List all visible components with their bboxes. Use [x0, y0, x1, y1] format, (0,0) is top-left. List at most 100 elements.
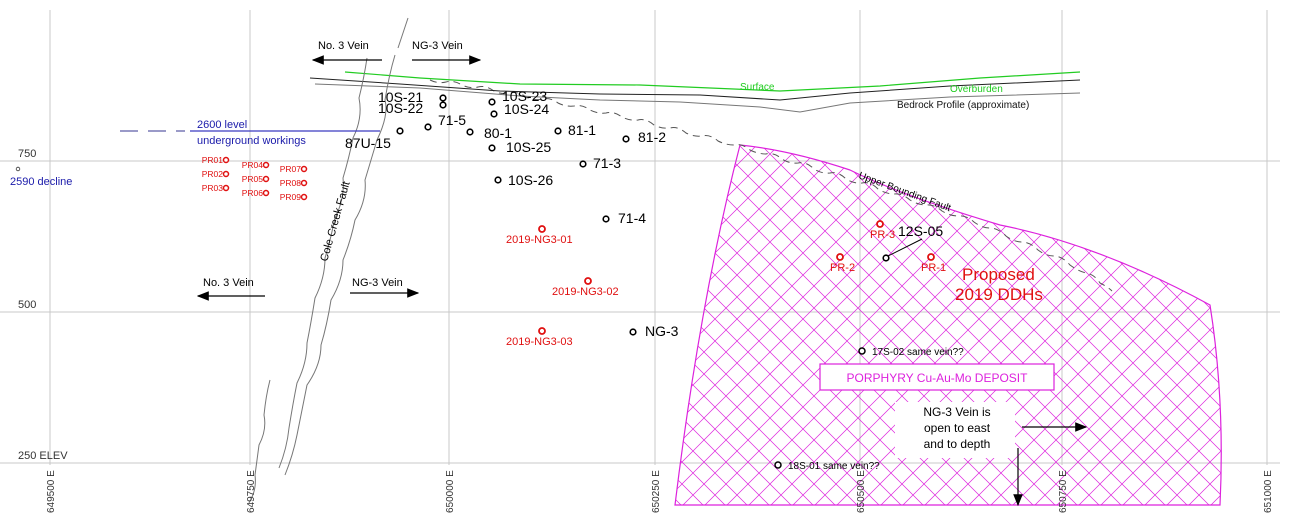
drill-hole-label: 81-2: [638, 129, 666, 145]
proposed-hole-label: PR-3: [870, 229, 895, 241]
drill-hole-label: 80-1: [484, 125, 512, 141]
elevation-label-500: 500: [18, 299, 36, 311]
drill-hole-label: 12S-05: [898, 223, 943, 239]
drill-hole-marker: [439, 94, 447, 102]
easting-label: 650000 E: [445, 470, 456, 513]
decline-marker: [15, 166, 21, 172]
mid-no3-vein-label: No. 3 Vein: [203, 277, 254, 289]
pr-hole-marker: [300, 193, 308, 201]
proposed-label-line1: Proposed: [962, 265, 1035, 284]
elevation-label-250: 250 ELEV: [18, 450, 68, 462]
drill-hole-label: 10S-22: [378, 100, 423, 116]
proposed-hole: 2019-NG3-01: [506, 225, 573, 246]
drill-hole-label: NG-3: [645, 323, 679, 339]
proposed-label-line2: 2019 DDHs: [955, 285, 1043, 304]
drill-hole: 81-1: [554, 122, 596, 138]
drill-hole: NG-3: [629, 323, 679, 339]
drill-hole-marker: [490, 110, 498, 118]
proposed-hole: PR-2: [830, 253, 855, 274]
surface-line: [344, 71, 1081, 92]
17s-02-marker: [858, 347, 866, 355]
drill-hole: 81-2: [622, 129, 666, 145]
drill-hole-label: 10S-25: [506, 139, 551, 155]
drill-hole: 87U-15: [345, 127, 404, 151]
upper-bounding-fault-line: [429, 79, 1113, 292]
18s-01-marker: [774, 461, 782, 469]
drill-hole: 10S-25: [488, 139, 551, 155]
elevation-label-750: 750: [18, 148, 36, 160]
drill-hole-marker: [424, 123, 432, 131]
level-2600-label: 2600 level: [197, 119, 247, 131]
pr-hole-label: PR02: [202, 169, 224, 179]
drill-hole-label: 81-1: [568, 122, 596, 138]
pr-hole-marker: [300, 179, 308, 187]
pr-hole-marker: [300, 165, 308, 173]
12s-05-leader-line: [887, 238, 923, 257]
pr-hole-label: PR06: [242, 188, 264, 198]
proposed-hole: 2019-NG3-02: [552, 277, 619, 298]
drill-hole-marker: [439, 101, 447, 109]
drill-hole-marker: [622, 135, 630, 143]
drill-hole: 10S-26: [494, 172, 553, 188]
proposed-hole-label: PR-1: [921, 262, 946, 274]
pr-hole-label: PR08: [280, 178, 302, 188]
drill-hole-marker: [579, 160, 587, 168]
drill-hole-marker: [882, 254, 890, 262]
drill-hole-label: 10S-23: [502, 88, 547, 104]
proposed-hole-marker: [927, 253, 935, 261]
easting-label: 650750 E: [1058, 470, 1069, 513]
drill-hole: 71-3: [579, 155, 621, 171]
easting-label: 650250 E: [651, 470, 662, 513]
drill-hole-label: 10S-26: [508, 172, 553, 188]
drill-hole-label: 10S-21: [378, 89, 423, 105]
pr-drill-holes: PR01 PR02 PR03 PR04 PR05 PR06 PR07 PR08 PR09: [202, 155, 308, 202]
mid-ng3-vein-label: NG-3 Vein: [352, 277, 403, 289]
drill-hole: 71-5: [424, 112, 466, 131]
easting-labels: 649500 E 649750 E 650000 E 650250 E 650500 E…: [46, 470, 1274, 513]
pr-hole-label: PR09: [280, 192, 302, 202]
drill-hole: 10S-24: [490, 101, 549, 118]
open-note-line1: NG-3 Vein is: [923, 405, 990, 419]
drill-hole-label: 71-5: [438, 112, 466, 128]
open-note-box: [895, 402, 1015, 458]
proposed-hole-label: PR-2: [830, 262, 855, 274]
bedrock-label: Bedrock Profile (approximate): [897, 100, 1029, 111]
pr-hole-marker: [222, 156, 230, 164]
proposed-hole: PR-1: [921, 253, 946, 274]
pr-hole: PR06: [242, 188, 270, 198]
open-note-line3: and to depth: [924, 437, 991, 451]
drill-hole-marker: [488, 98, 496, 106]
proposed-hole-marker: [538, 327, 546, 335]
18s-01-note: 18S-01 same vein??: [788, 461, 880, 472]
pr-hole-label: PR01: [202, 155, 224, 165]
bedrock-profile: [314, 83, 1081, 113]
drill-hole-marker: [466, 128, 474, 136]
pr-hole-marker: [222, 170, 230, 178]
pr-hole-marker: [262, 175, 270, 183]
top-no3-vein-label: No. 3 Vein: [318, 40, 369, 52]
drill-hole-marker: [629, 328, 637, 336]
proposed-hole: PR-3: [870, 220, 895, 241]
drill-hole-label: 71-4: [618, 210, 646, 226]
cole-creek-fault-label: Cole Creek Fault: [318, 180, 352, 263]
drill-hole: 80-1: [466, 125, 512, 141]
proposed-hole-label: 2019-NG3-02: [552, 286, 619, 298]
proposed-hole-label: 2019-NG3-03: [506, 336, 573, 348]
drill-hole: 10S-21: [378, 89, 447, 105]
deposit-label: PORPHYRY Cu-Au-Mo DEPOSIT: [847, 371, 1029, 385]
pr-hole-label: PR07: [280, 164, 302, 174]
drill-hole: 10S-22: [378, 100, 447, 116]
pr-hole: PR08: [280, 178, 308, 188]
pr-hole: PR03: [202, 183, 230, 193]
decline-label: 2590 decline: [10, 176, 72, 188]
surface-label: Surface: [740, 82, 775, 93]
underground-workings-label: underground workings: [197, 135, 306, 147]
proposed-drill-holes: 2019-NG3-01 2019-NG3-02 2019-NG3-03 PR-3 PR-…: [506, 220, 946, 348]
vein-traces: [248, 17, 409, 504]
drill-hole-label: 87U-15: [345, 135, 391, 151]
pr-hole: PR01: [202, 155, 230, 165]
open-note-line2: open to east: [924, 421, 991, 435]
drill-hole-label: 10S-24: [504, 101, 549, 117]
